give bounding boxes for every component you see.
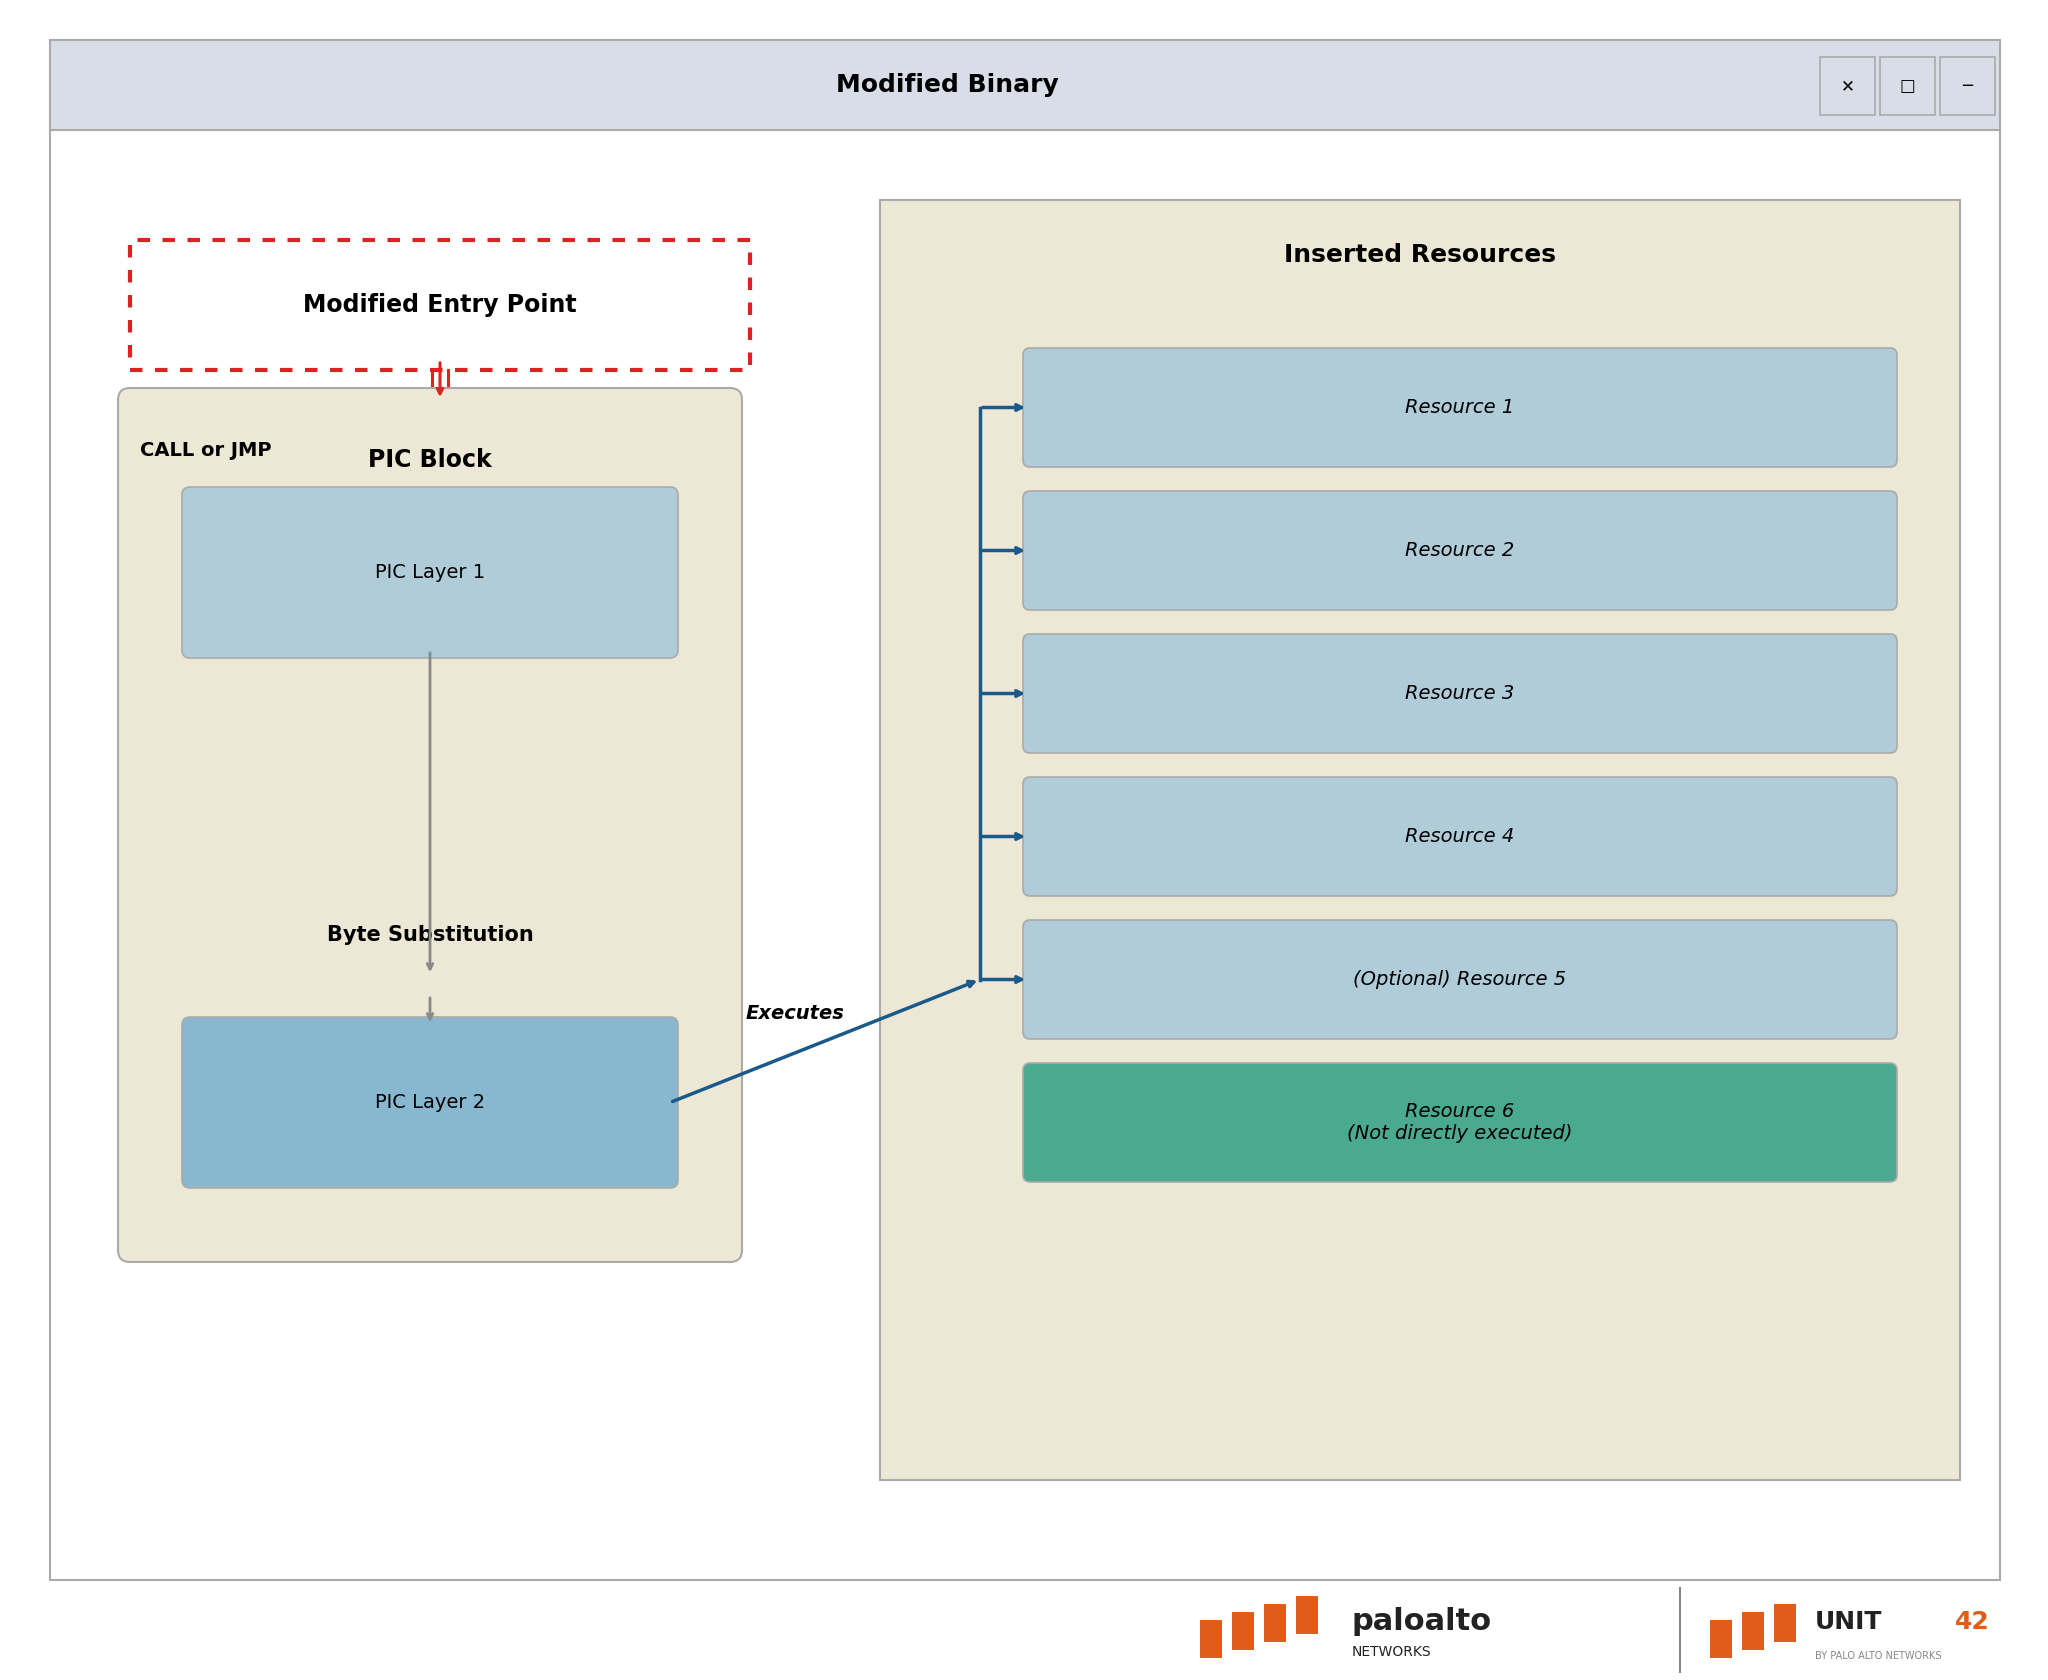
FancyBboxPatch shape [1774, 1604, 1796, 1641]
Text: Modified Entry Point: Modified Entry Point [303, 292, 578, 318]
Text: Resource 1: Resource 1 [1405, 398, 1516, 417]
Text: paloalto: paloalto [1352, 1608, 1493, 1636]
Text: Modified Binary: Modified Binary [836, 72, 1059, 97]
FancyBboxPatch shape [1821, 57, 1876, 114]
Text: □: □ [1901, 77, 1915, 96]
FancyBboxPatch shape [1710, 1620, 1733, 1658]
FancyBboxPatch shape [1024, 633, 1896, 753]
Text: ✕: ✕ [1841, 77, 1853, 96]
Text: PIC Layer 2: PIC Layer 2 [375, 1094, 485, 1112]
FancyBboxPatch shape [49, 129, 2001, 1579]
Text: ─: ─ [1962, 77, 1972, 96]
FancyBboxPatch shape [881, 200, 1960, 1480]
FancyBboxPatch shape [1200, 1620, 1223, 1658]
Text: Resource 3: Resource 3 [1405, 684, 1516, 702]
Text: 42: 42 [1956, 1609, 1991, 1635]
FancyBboxPatch shape [1880, 57, 1935, 114]
FancyBboxPatch shape [1264, 1604, 1286, 1641]
FancyBboxPatch shape [129, 240, 750, 370]
FancyBboxPatch shape [1743, 1613, 1763, 1650]
Text: NETWORKS: NETWORKS [1352, 1645, 1432, 1660]
Text: Executes: Executes [745, 1005, 844, 1023]
FancyBboxPatch shape [1296, 1596, 1319, 1635]
FancyBboxPatch shape [1024, 921, 1896, 1038]
FancyBboxPatch shape [1024, 348, 1896, 467]
Text: PIC Block: PIC Block [369, 449, 492, 472]
Text: (Optional) Resource 5: (Optional) Resource 5 [1354, 969, 1567, 990]
Text: PIC Layer 1: PIC Layer 1 [375, 563, 485, 581]
Text: Inserted Resources: Inserted Resources [1284, 244, 1556, 267]
Text: Resource 2: Resource 2 [1405, 541, 1516, 559]
FancyBboxPatch shape [1939, 57, 1995, 114]
Text: BY PALO ALTO NETWORKS: BY PALO ALTO NETWORKS [1815, 1651, 1942, 1662]
FancyBboxPatch shape [1024, 1063, 1896, 1183]
FancyBboxPatch shape [182, 1016, 678, 1188]
FancyBboxPatch shape [119, 388, 741, 1262]
FancyBboxPatch shape [1024, 491, 1896, 610]
Text: CALL or JMP: CALL or JMP [139, 440, 272, 460]
FancyBboxPatch shape [182, 487, 678, 659]
Text: Resource 6
(Not directly executed): Resource 6 (Not directly executed) [1348, 1102, 1573, 1142]
Text: Resource 4: Resource 4 [1405, 827, 1516, 847]
FancyBboxPatch shape [1024, 778, 1896, 895]
FancyBboxPatch shape [49, 40, 2001, 129]
Text: UNIT: UNIT [1815, 1609, 1882, 1635]
FancyBboxPatch shape [1233, 1613, 1253, 1650]
Text: Byte Substitution: Byte Substitution [326, 926, 532, 944]
